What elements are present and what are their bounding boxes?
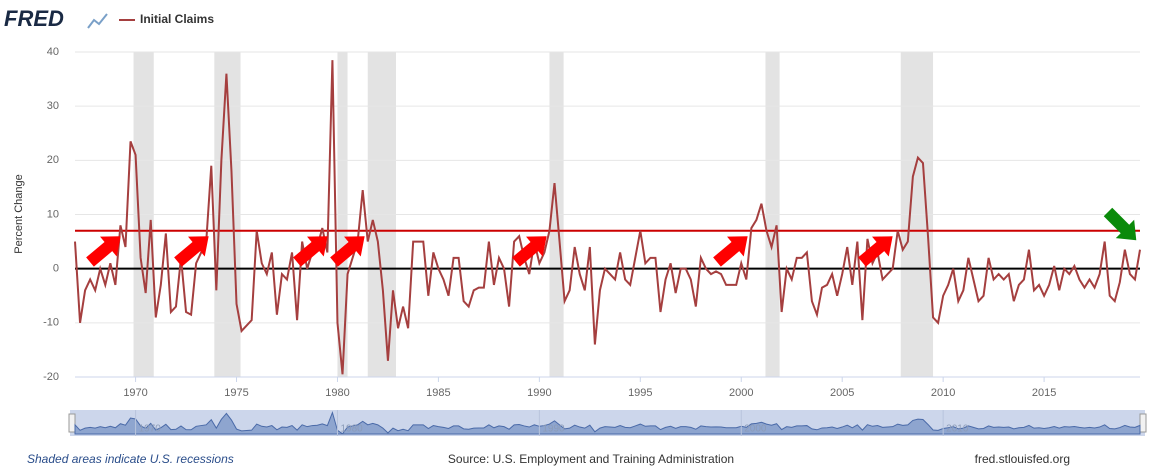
y-tick-label: 10	[47, 208, 59, 220]
x-tick-label: 2015	[1032, 387, 1056, 399]
y-tick-label: 40	[47, 46, 59, 58]
source: Source: U.S. Employment and Training Adm…	[448, 452, 734, 466]
navigator-tick-label: 2000	[744, 424, 767, 435]
y-tick-label: 20	[47, 154, 59, 166]
y-axis-label: Percent Change	[13, 174, 25, 254]
y-tick-label: 30	[47, 100, 59, 112]
navigator-tick-label: 1970	[139, 424, 162, 435]
x-tick-label: 1995	[628, 387, 652, 399]
recession-note[interactable]: Shaded areas indicate U.S. recessions	[27, 452, 234, 466]
navigator-series	[74, 410, 1141, 435]
x-tick-label: 2005	[830, 387, 854, 399]
x-tick-label: 2010	[931, 387, 955, 399]
y-tick-label: -10	[43, 317, 59, 329]
series-line	[74, 60, 1141, 375]
legend-label: Initial Claims	[140, 12, 214, 26]
arrow	[713, 236, 748, 267]
x-tick-label: 1975	[224, 387, 248, 399]
arrow	[512, 236, 547, 267]
y-tick-label: 0	[53, 263, 59, 275]
y-tick-label: -20	[43, 371, 59, 383]
arrow	[293, 236, 328, 267]
logo: FRED	[4, 6, 64, 31]
x-tick-label: 1990	[527, 387, 551, 399]
annotations	[86, 207, 1137, 267]
arrow	[174, 236, 209, 267]
arrow	[858, 236, 893, 267]
navigator-handle[interactable]	[68, 413, 76, 433]
x-tick-label: 1970	[123, 387, 147, 399]
x-tick-label: 1980	[325, 387, 349, 399]
x-tick-label: 2000	[729, 387, 753, 399]
arrow	[86, 236, 121, 267]
arrow	[1103, 207, 1137, 241]
navigator-tick-label: 2010	[946, 424, 969, 435]
site[interactable]: fred.stlouisfed.org	[975, 452, 1070, 466]
navigator-tick-label: 1990	[542, 424, 565, 435]
logo-icon	[87, 13, 108, 29]
navigator-handle[interactable]	[1139, 413, 1147, 433]
arrow	[330, 236, 365, 267]
navigator-tick-label: 1980	[340, 424, 363, 435]
x-tick-label: 1985	[426, 387, 450, 399]
